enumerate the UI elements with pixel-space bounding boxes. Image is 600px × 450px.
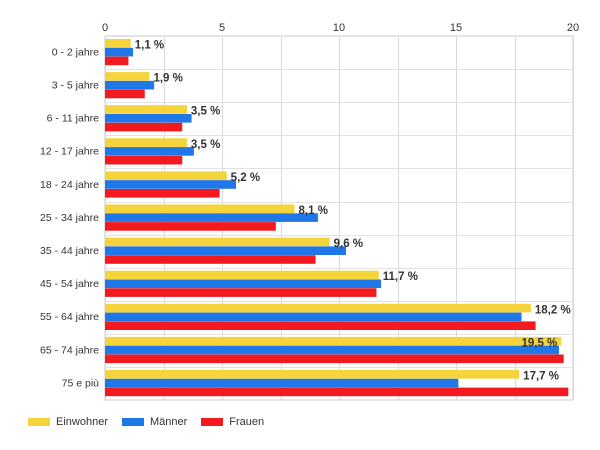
data-label: 1,1 %: [135, 40, 164, 52]
bar-mnner: [105, 114, 192, 123]
category-label: 45 - 54 jahre: [40, 278, 99, 290]
legend-item: Frauen: [201, 416, 264, 428]
bar-mnner: [105, 345, 559, 355]
data-label: 3,5 %: [191, 139, 220, 151]
legend-swatch: [121, 418, 144, 426]
bar-einwohner: [105, 270, 379, 280]
category-label: 6 - 11 jahre: [47, 113, 99, 125]
bar-frauen: [105, 387, 569, 397]
bar-mnner: [105, 312, 522, 322]
bar-einwohner: [105, 72, 150, 81]
data-label: 1,9 %: [153, 73, 182, 85]
bar-mnner: [105, 47, 134, 57]
bar-einwohner: [105, 39, 131, 48]
data-label: 11,7 %: [383, 271, 418, 283]
bar-frauen: [105, 122, 183, 132]
bar-mnner: [105, 180, 237, 189]
data-label: 18,2 %: [535, 304, 571, 316]
bar-mnner: [105, 147, 194, 156]
bar-mnner: [105, 378, 459, 388]
bar-einwohner: [105, 370, 520, 379]
data-label: 9,6 %: [334, 238, 363, 250]
bar-einwohner: [105, 336, 562, 346]
category-label: 0 - 2 jahre: [52, 46, 99, 58]
legend-label: Frauen: [229, 416, 265, 428]
category-label: 3 - 5 jahre: [52, 80, 99, 92]
x-tick-label: 20: [567, 22, 579, 34]
bar-einwohner: [105, 204, 295, 214]
category-label: 35 - 44 jahre: [40, 245, 99, 257]
bar-mnner: [105, 80, 155, 90]
data-label: 17,7 %: [523, 371, 559, 383]
legend-label: Männer: [149, 416, 188, 428]
bar-frauen: [105, 321, 536, 330]
x-tick-label: 5: [219, 22, 225, 34]
bar-einwohner: [105, 303, 531, 313]
data-label: 19,5 %: [521, 337, 557, 349]
category-label: 12 - 17 jahre: [40, 146, 99, 158]
bar-frauen: [105, 255, 316, 264]
category-label: 75 e più: [62, 377, 100, 389]
legend-swatch: [28, 418, 50, 426]
bar-frauen: [105, 288, 377, 297]
legend-label: Einwohner: [56, 416, 108, 428]
bar-einwohner: [105, 171, 227, 180]
x-tick-label: 10: [333, 22, 345, 34]
bar-mnner: [105, 213, 318, 222]
bar-einwohner: [105, 237, 330, 247]
legend-item: Männer: [121, 416, 188, 428]
data-label: 5,2 %: [231, 172, 260, 184]
legend-swatch: [201, 418, 224, 426]
data-label: 8,1 %: [299, 205, 328, 217]
bar-frauen: [105, 189, 220, 198]
bar-einwohner: [105, 138, 187, 147]
bar-frauen: [105, 56, 129, 66]
legend-item: Einwohner: [28, 416, 108, 428]
bar-mnner: [105, 279, 382, 289]
bar-frauen: [105, 155, 183, 165]
category-label: 25 - 34 jahre: [40, 212, 99, 224]
chart-legend: Einwohner Männer Frauen: [28, 416, 264, 428]
x-tick-label: 15: [450, 22, 462, 34]
category-label: 65 - 74 jahre: [40, 344, 99, 356]
bar-mnner: [105, 246, 347, 255]
data-label: 3,5 %: [191, 106, 220, 118]
category-label: 18 - 24 jahre: [40, 179, 99, 191]
x-tick-label: 0: [102, 22, 108, 34]
bar-frauen: [105, 222, 276, 231]
bar-frauen: [105, 354, 564, 364]
bar-einwohner: [105, 105, 187, 114]
bar-frauen: [105, 89, 145, 99]
category-label: 55 - 64 jahre: [40, 311, 99, 323]
